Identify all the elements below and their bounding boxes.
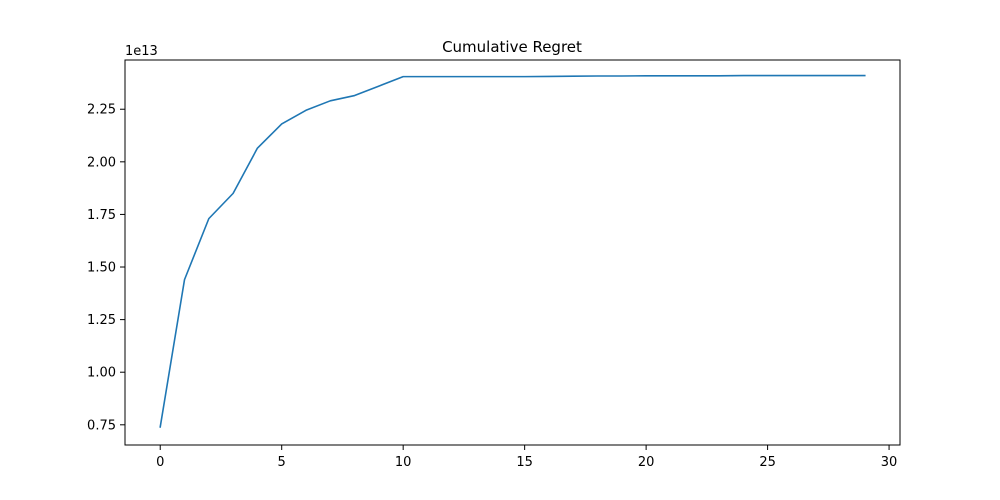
y-tick-label-2: 1.25 xyxy=(87,313,116,328)
y-tick-label-1: 1.00 xyxy=(87,366,116,381)
x-tick-label-2: 10 xyxy=(395,455,412,470)
y-tick-label-6: 2.25 xyxy=(87,103,116,118)
y-tick-label-0: 0.75 xyxy=(87,418,116,433)
x-tick-label-4: 20 xyxy=(638,455,655,470)
y-tick-label-3: 1.50 xyxy=(87,261,116,276)
x-tick-label-3: 15 xyxy=(516,455,533,470)
chart-title: Cumulative Regret xyxy=(442,38,582,56)
axes-frame xyxy=(124,59,901,446)
x-tick-label-5: 25 xyxy=(759,455,776,470)
y-axis-offset-label: 1e13 xyxy=(125,44,158,59)
x-tick-label-1: 5 xyxy=(278,455,286,470)
y-tick-label-4: 1.75 xyxy=(87,208,116,223)
series-line-0 xyxy=(159,74,866,428)
x-tick-label-0: 0 xyxy=(156,455,164,470)
y-tick-label-5: 2.00 xyxy=(87,155,116,170)
plot-area: 0 5 10 15 20 25 30 0.75 1.00 1.25 1.50 1.75 2.00 2.25 xyxy=(87,59,901,470)
x-tick-label-6: 30 xyxy=(881,455,898,470)
